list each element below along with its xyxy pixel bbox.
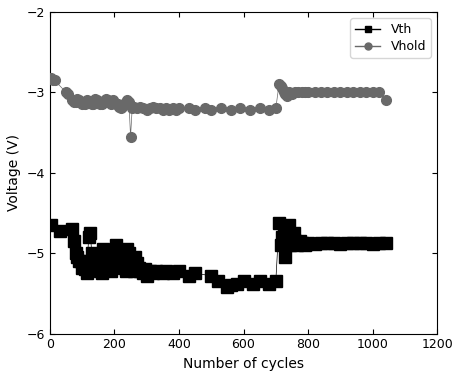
Y-axis label: Voltage (V): Voltage (V) bbox=[7, 134, 21, 211]
Legend: Vth, Vhold: Vth, Vhold bbox=[350, 18, 430, 58]
X-axis label: Number of cycles: Number of cycles bbox=[183, 357, 303, 371]
